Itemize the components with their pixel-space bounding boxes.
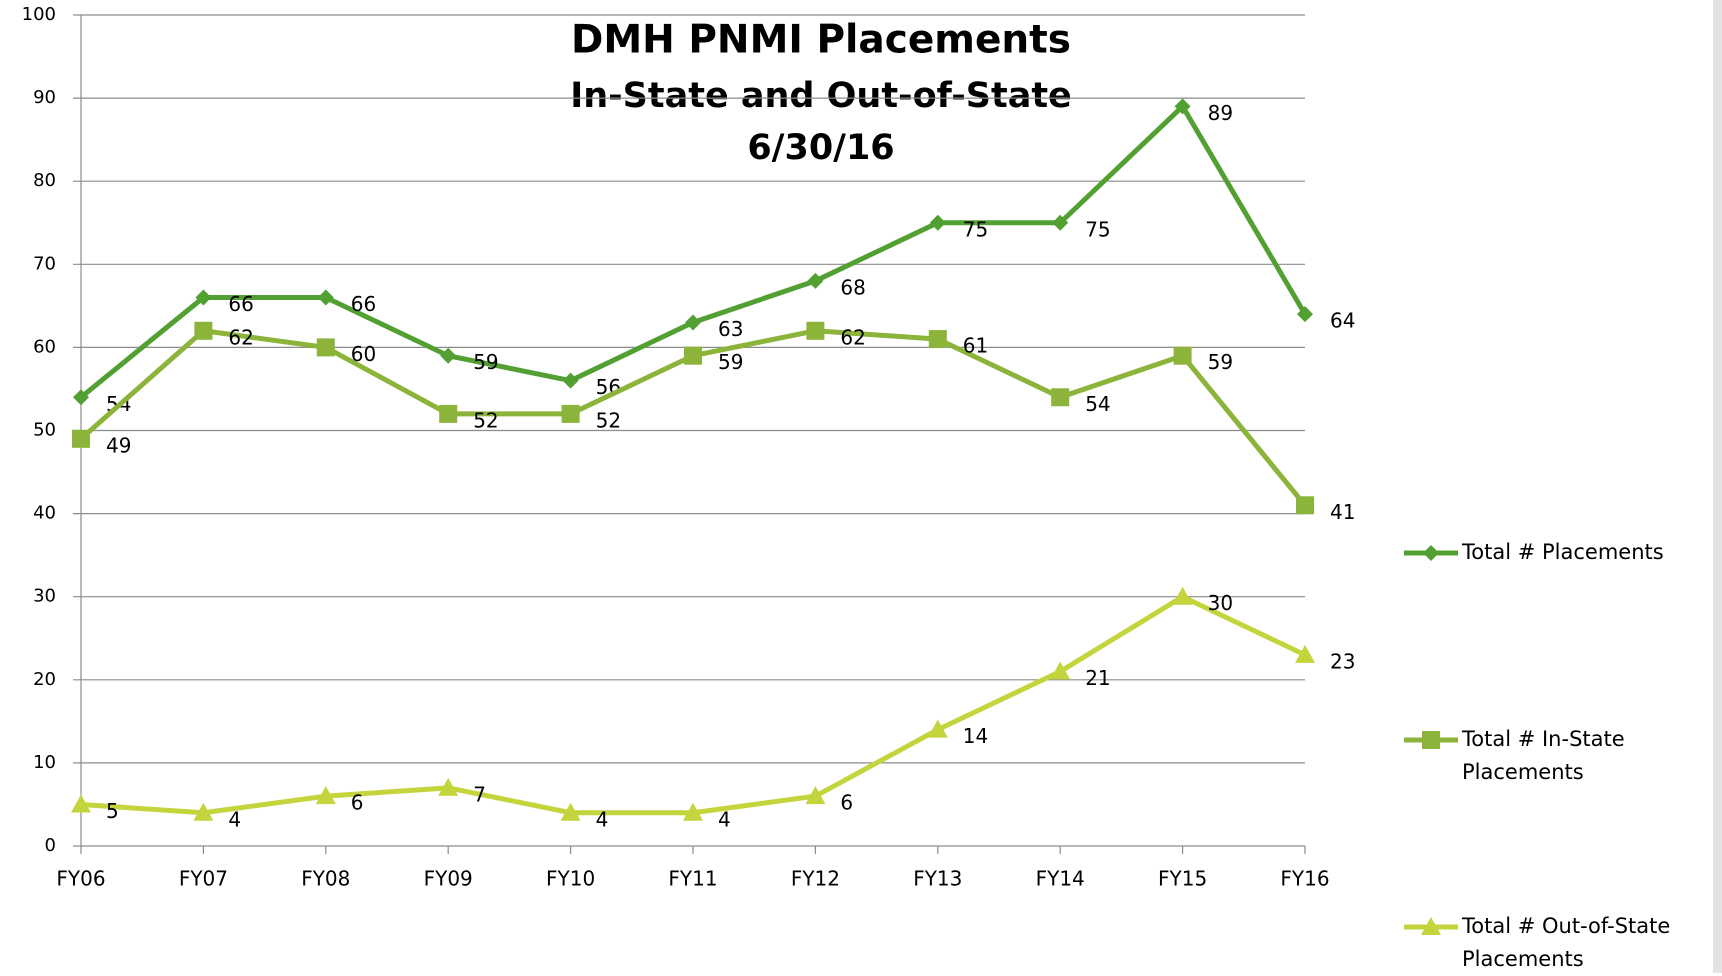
y-tick-label: 100 bbox=[22, 4, 56, 25]
point-marker bbox=[316, 338, 335, 357]
point-marker bbox=[1051, 388, 1070, 407]
x-tick-label: FY15 bbox=[1158, 867, 1207, 891]
point-marker bbox=[806, 321, 825, 340]
data-label: 7 bbox=[473, 782, 486, 806]
data-label: 64 bbox=[1330, 309, 1355, 333]
series-line bbox=[80, 593, 1307, 816]
point-marker bbox=[807, 272, 824, 289]
data-label: 6 bbox=[840, 791, 853, 815]
y-tick-label: 30 bbox=[33, 586, 56, 607]
point-marker bbox=[73, 389, 89, 406]
y-tick-label: 60 bbox=[33, 336, 56, 357]
data-label: 66 bbox=[228, 292, 253, 316]
y-tick-label: 40 bbox=[33, 503, 56, 524]
x-tick-label: FY10 bbox=[546, 867, 595, 891]
legend-marker bbox=[1423, 545, 1439, 561]
data-label: 62 bbox=[840, 325, 865, 349]
legend-label: Total # Out-of-State Placements bbox=[1462, 914, 1671, 971]
x-tick-label: FY07 bbox=[179, 867, 228, 891]
point-marker bbox=[1172, 586, 1193, 605]
data-label: 30 bbox=[1208, 591, 1233, 615]
point-marker bbox=[1050, 661, 1071, 680]
chart-title: DMH PNMI Placements bbox=[571, 18, 1071, 63]
point-marker bbox=[805, 786, 826, 805]
point-marker bbox=[72, 429, 90, 448]
data-label: 62 bbox=[228, 325, 253, 349]
data-label: 52 bbox=[473, 408, 498, 432]
data-label: 4 bbox=[596, 807, 609, 831]
data-label: 59 bbox=[718, 350, 743, 374]
point-marker bbox=[1297, 306, 1313, 323]
x-tick-label: FY14 bbox=[1036, 867, 1085, 891]
point-marker bbox=[560, 802, 581, 821]
point-marker bbox=[194, 321, 213, 340]
data-label: 59 bbox=[1208, 350, 1233, 374]
point-marker bbox=[1052, 214, 1069, 231]
point-marker bbox=[439, 404, 458, 423]
point-marker bbox=[440, 347, 457, 364]
data-label: 63 bbox=[718, 317, 743, 341]
legend-marker bbox=[1421, 917, 1441, 935]
point-marker bbox=[684, 346, 702, 365]
point-marker bbox=[562, 372, 579, 389]
legend-label: Total # Placements bbox=[1462, 540, 1664, 564]
data-label: 66 bbox=[351, 292, 376, 316]
x-tick-label: FY09 bbox=[424, 867, 473, 891]
x-tick-label: FY11 bbox=[668, 867, 717, 891]
point-marker bbox=[927, 719, 948, 738]
point-marker bbox=[685, 314, 701, 331]
point-marker bbox=[195, 289, 212, 306]
data-label: 21 bbox=[1085, 666, 1110, 690]
point-marker bbox=[317, 289, 334, 306]
x-tick-label: FY12 bbox=[791, 867, 840, 891]
point-marker bbox=[928, 330, 947, 349]
chart-subtitle: 6/30/16 bbox=[747, 128, 894, 168]
data-label: 60 bbox=[351, 342, 376, 366]
point-marker bbox=[438, 777, 459, 796]
y-tick-label: 20 bbox=[33, 669, 56, 690]
y-tick-label: 70 bbox=[33, 253, 56, 274]
point-marker bbox=[71, 794, 91, 813]
point-marker bbox=[193, 802, 214, 821]
data-label: 52 bbox=[596, 408, 621, 432]
point-marker bbox=[315, 786, 336, 805]
data-label: 6 bbox=[351, 791, 364, 815]
y-tick-label: 0 bbox=[45, 835, 56, 856]
legend-label: Total # In-State Placements bbox=[1462, 727, 1625, 784]
data-label: 5 bbox=[106, 799, 119, 823]
x-tick-label: FY08 bbox=[301, 867, 350, 891]
x-tick-label: FY06 bbox=[56, 867, 105, 891]
point-marker bbox=[929, 214, 946, 231]
y-tick-label: 50 bbox=[33, 420, 56, 441]
data-label: 59 bbox=[473, 350, 498, 374]
point-marker bbox=[1173, 346, 1192, 365]
data-label: 49 bbox=[106, 433, 131, 457]
chart-subtitle: In-State and Out-of-State bbox=[570, 76, 1072, 116]
data-label: 54 bbox=[1085, 392, 1110, 416]
y-tick-label: 10 bbox=[33, 752, 56, 773]
data-label: 75 bbox=[1085, 217, 1110, 241]
point-marker bbox=[1174, 98, 1191, 115]
data-label: 14 bbox=[963, 724, 988, 748]
point-marker bbox=[1296, 496, 1314, 515]
data-label: 68 bbox=[840, 275, 865, 299]
y-tick-label: 80 bbox=[33, 170, 56, 191]
right-strip bbox=[1713, 0, 1722, 973]
data-label: 75 bbox=[963, 217, 988, 241]
x-tick-label: FY16 bbox=[1280, 867, 1329, 891]
data-label: 41 bbox=[1330, 500, 1355, 524]
data-label: 61 bbox=[963, 334, 988, 358]
point-marker bbox=[1295, 644, 1315, 663]
x-tick-label: FY13 bbox=[913, 867, 962, 891]
point-marker bbox=[561, 404, 580, 423]
legend-marker bbox=[1422, 731, 1440, 749]
y-tick-label: 90 bbox=[33, 87, 56, 108]
data-label: 89 bbox=[1208, 101, 1233, 125]
data-label: 23 bbox=[1330, 649, 1355, 673]
point-marker bbox=[683, 802, 703, 821]
data-label: 4 bbox=[718, 807, 731, 831]
data-label: 4 bbox=[228, 807, 241, 831]
